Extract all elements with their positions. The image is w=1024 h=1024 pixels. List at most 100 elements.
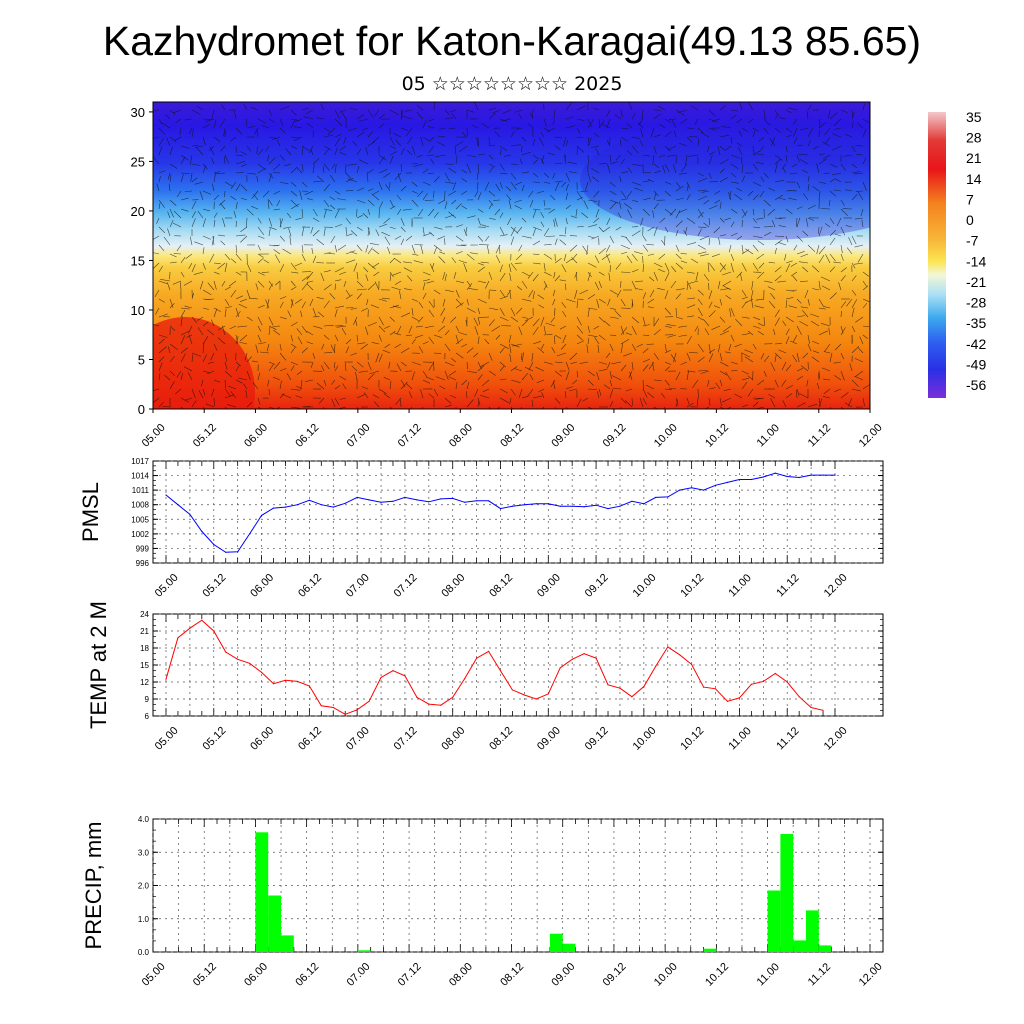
wind-barb	[356, 166, 360, 174]
data-point	[691, 487, 693, 489]
wind-barb	[576, 325, 584, 334]
wind-barb	[374, 281, 380, 291]
wind-barb	[158, 118, 163, 125]
wind-barb	[320, 272, 325, 282]
wind-barb	[796, 352, 800, 363]
wind-barb	[378, 298, 387, 302]
wind-barb	[823, 351, 831, 354]
wind-barb	[444, 201, 448, 210]
wind-barb	[279, 118, 284, 126]
wind-barb	[615, 154, 622, 161]
wind-barb	[199, 280, 204, 290]
wind-barb	[722, 325, 732, 332]
wind-barb	[422, 181, 431, 186]
wind-barb	[245, 118, 248, 127]
wind-barb	[576, 147, 579, 156]
wind-barb	[290, 109, 297, 116]
wind-barb	[246, 208, 254, 216]
wind-barb	[569, 388, 578, 392]
wind-barb	[822, 141, 831, 147]
y-tick-label: 1002	[131, 530, 149, 539]
wind-barb	[701, 190, 710, 193]
wind-barb	[153, 262, 160, 270]
wind-barb	[790, 289, 798, 292]
data-point	[392, 670, 394, 672]
wind-barb	[554, 307, 556, 317]
wind-barb	[774, 352, 782, 360]
wind-barb	[166, 138, 171, 147]
wind-barb	[829, 199, 831, 207]
x-tick-label: 06.00	[248, 572, 276, 600]
wind-barb	[326, 252, 336, 255]
x-tick-label: 06.12	[296, 572, 324, 600]
wind-barb	[240, 151, 248, 156]
wind-barb	[235, 183, 241, 192]
wind-barb	[796, 315, 806, 318]
wind-barb	[697, 195, 708, 201]
wind-barb	[752, 226, 761, 229]
wind-barb	[448, 370, 457, 376]
wind-barb	[812, 340, 820, 345]
wind-barb	[829, 237, 836, 246]
wind-barb	[301, 190, 309, 192]
x-tick-label: 05.00	[140, 961, 168, 989]
wind-barb	[631, 361, 634, 371]
wind-barb	[396, 194, 402, 201]
wind-barb	[257, 253, 264, 258]
wind-barb	[521, 136, 527, 142]
wind-barb	[455, 203, 462, 210]
wind-barb	[499, 181, 503, 189]
wind-barb	[793, 136, 798, 144]
wind-barb	[658, 154, 666, 158]
wind-barb	[455, 251, 463, 255]
wind-barb	[180, 406, 184, 409]
wind-barb	[193, 271, 204, 275]
wind-barb	[576, 370, 579, 378]
wind-barb	[543, 262, 546, 272]
wind-barb	[586, 244, 589, 255]
wind-barb	[697, 127, 704, 134]
wind-barb	[180, 353, 186, 363]
wind-barb	[741, 175, 745, 183]
wind-barb	[554, 257, 562, 264]
wind-barb	[857, 253, 864, 263]
wind-barb	[224, 156, 226, 165]
data-point	[261, 671, 263, 674]
wind-barb	[591, 235, 600, 240]
wind-barb	[444, 190, 446, 201]
wind-barb	[400, 217, 405, 227]
wind-barb	[719, 158, 729, 165]
wind-barb	[628, 102, 633, 111]
wind-barb	[708, 181, 719, 183]
data-point	[320, 705, 322, 707]
wind-barb	[697, 172, 704, 177]
wind-barb	[846, 247, 853, 255]
wind-barb	[703, 274, 710, 282]
wind-barb	[785, 145, 788, 153]
data-point	[428, 703, 430, 705]
wind-barb	[760, 352, 765, 360]
wind-barb	[296, 385, 303, 390]
wind-barb	[426, 280, 435, 284]
wind-barb	[316, 382, 325, 390]
wind-barb	[851, 289, 857, 296]
wind-barb	[636, 343, 644, 348]
wind-barb	[759, 145, 765, 153]
wind-barb	[606, 140, 611, 147]
wind-barb	[620, 136, 628, 142]
wind-barb	[685, 226, 688, 234]
wind-barb	[818, 191, 821, 201]
wind-barb	[356, 244, 363, 252]
precip-bar	[806, 910, 819, 952]
wind-barb	[196, 105, 204, 111]
wind-barb	[202, 336, 209, 345]
wind-barb	[400, 147, 405, 156]
wind-barb	[323, 148, 330, 156]
wind-barb	[239, 334, 248, 342]
wind-barb	[180, 282, 182, 291]
wind-barb	[153, 323, 160, 327]
wind-barb	[675, 197, 684, 201]
wind-barb	[640, 217, 644, 226]
wind-barb	[411, 316, 419, 321]
wind-barb	[323, 199, 330, 207]
